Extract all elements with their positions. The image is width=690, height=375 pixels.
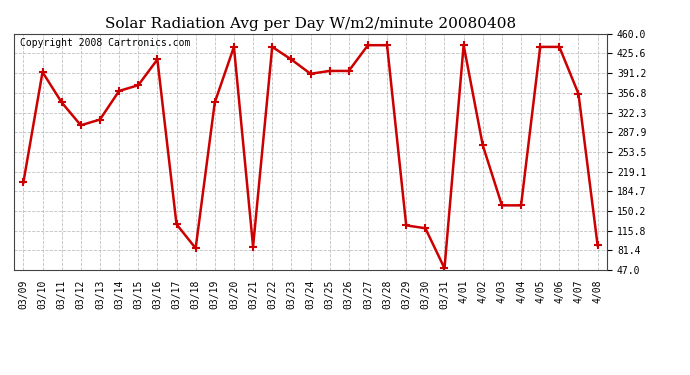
Title: Solar Radiation Avg per Day W/m2/minute 20080408: Solar Radiation Avg per Day W/m2/minute … [105, 17, 516, 31]
Text: Copyright 2008 Cartronics.com: Copyright 2008 Cartronics.com [20, 39, 190, 48]
